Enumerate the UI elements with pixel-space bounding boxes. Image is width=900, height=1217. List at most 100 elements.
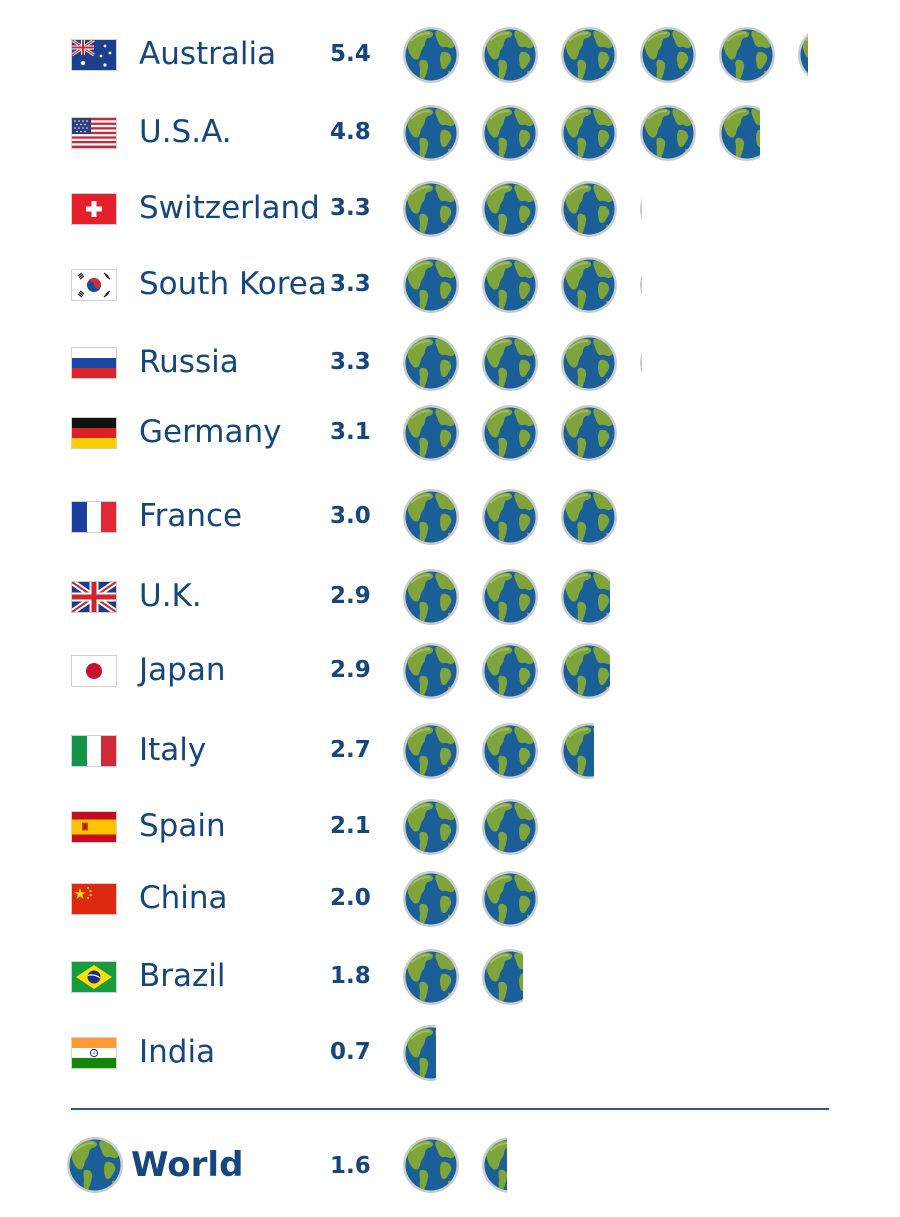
value-label: 3.3	[330, 195, 371, 221]
country-row-russia: Russia 3.3	[0, 332, 900, 392]
country-label: South Korea	[139, 266, 327, 302]
world-label: World	[131, 1145, 244, 1185]
u-s-a-globe-1	[402, 104, 460, 162]
globe-bar-japan	[402, 642, 610, 700]
globe-bar-u-s-a	[402, 104, 760, 162]
country-row-brazil: Brazil 1.8	[0, 946, 900, 1006]
france-globe-2	[481, 488, 539, 546]
country-row-south-korea: South Korea 3.3	[0, 254, 900, 314]
world-row: World 1.6	[0, 1134, 900, 1194]
switzerland-globe-3	[560, 180, 618, 238]
country-row-germany: Germany 3.1	[0, 402, 900, 462]
country-row-india: India 0.7	[0, 1022, 900, 1082]
france-globe-1	[402, 488, 460, 546]
country-row-china: China 2.0	[0, 868, 900, 928]
country-label: Germany	[139, 414, 282, 450]
globe-bar-u-k	[402, 568, 610, 626]
south-korea-globe-1	[402, 256, 460, 314]
spain-flag-icon	[72, 812, 116, 842]
china-flag-icon	[72, 884, 116, 914]
u-k-globe-1	[402, 568, 460, 626]
germany-globe-3	[560, 404, 618, 462]
globe-bar-italy	[402, 722, 594, 780]
switzerland-globe-2	[481, 180, 539, 238]
uk-flag-icon	[72, 582, 116, 612]
australia-globe-4	[639, 26, 697, 84]
china-globe-1	[402, 870, 460, 928]
country-label: China	[139, 880, 228, 916]
country-label: Switzerland	[139, 190, 320, 226]
russia-globe-1	[402, 334, 460, 392]
south-korea-globe-3	[560, 256, 618, 314]
world-globe-1	[402, 1136, 460, 1194]
australia-globe-1	[402, 26, 460, 84]
switzerland-globe-4	[639, 180, 642, 238]
world-globe-icon	[66, 1136, 124, 1194]
globe-bar-spain	[402, 798, 547, 856]
south-korea-globe-4	[639, 256, 642, 314]
spain-globe-1	[402, 798, 460, 856]
value-label: 3.3	[330, 349, 371, 375]
country-row-u-s-a: U.S.A. 4.8	[0, 102, 900, 162]
india-globe-1	[402, 1024, 436, 1082]
country-label: Russia	[139, 344, 239, 380]
japan-globe-3	[560, 642, 610, 700]
globe-bar-china	[402, 870, 539, 928]
germany-globe-1	[402, 404, 460, 462]
u-s-a-globe-5	[718, 104, 760, 162]
country-label: U.S.A.	[139, 114, 232, 150]
country-row-france: France 3.0	[0, 486, 900, 546]
world-globe-2	[481, 1136, 507, 1194]
country-row-spain: Spain 2.1	[0, 796, 900, 856]
globe-bar-germany	[402, 404, 626, 462]
value-label: 3.3	[330, 271, 371, 297]
australia-globe-6	[797, 26, 808, 84]
usa-flag-icon	[72, 118, 116, 148]
russia-globe-2	[481, 334, 539, 392]
country-label: Italy	[139, 732, 207, 768]
world-divider	[71, 1108, 829, 1110]
australia-globe-3	[560, 26, 618, 84]
country-label: Spain	[139, 808, 226, 844]
country-row-australia: Australia 5.4	[0, 24, 900, 84]
value-label: 4.8	[330, 119, 371, 145]
australia-globe-2	[481, 26, 539, 84]
u-s-a-globe-2	[481, 104, 539, 162]
country-row-japan: Japan 2.9	[0, 640, 900, 700]
south-korea-globe-2	[481, 256, 539, 314]
value-label: 2.0	[330, 885, 371, 911]
value-label: 3.1	[330, 419, 371, 445]
country-row-u-k: U.K. 2.9	[0, 566, 900, 626]
russia-flag-icon	[72, 348, 116, 378]
italy-flag-icon	[72, 736, 116, 766]
russia-globe-3	[560, 334, 618, 392]
australia-flag-icon	[72, 40, 116, 70]
country-label: Brazil	[139, 958, 226, 994]
italy-globe-1	[402, 722, 460, 780]
japan-flag-icon	[72, 656, 116, 686]
japan-globe-2	[481, 642, 539, 700]
india-flag-icon	[72, 1038, 116, 1068]
globe-bar-india	[402, 1024, 436, 1082]
country-row-switzerland: Switzerland 3.3	[0, 178, 900, 238]
france-globe-3	[560, 488, 618, 546]
country-label: Australia	[139, 36, 277, 72]
globe-bar-france	[402, 488, 618, 546]
country-label: France	[139, 498, 243, 534]
country-label: Japan	[139, 652, 226, 688]
u-s-a-globe-3	[560, 104, 618, 162]
value-label: 5.4	[330, 41, 371, 67]
value-label: 1.8	[330, 963, 371, 989]
u-s-a-globe-4	[639, 104, 697, 162]
u-k-globe-2	[481, 568, 539, 626]
switzerland-globe-1	[402, 180, 460, 238]
brazil-globe-1	[402, 948, 460, 1006]
germany-flag-icon	[72, 418, 116, 448]
italy-globe-2	[481, 722, 539, 780]
australia-globe-5	[718, 26, 776, 84]
world-value: 1.6	[330, 1153, 371, 1179]
japan-globe-1	[402, 642, 460, 700]
u-k-globe-3	[560, 568, 610, 626]
value-label: 2.1	[330, 813, 371, 839]
